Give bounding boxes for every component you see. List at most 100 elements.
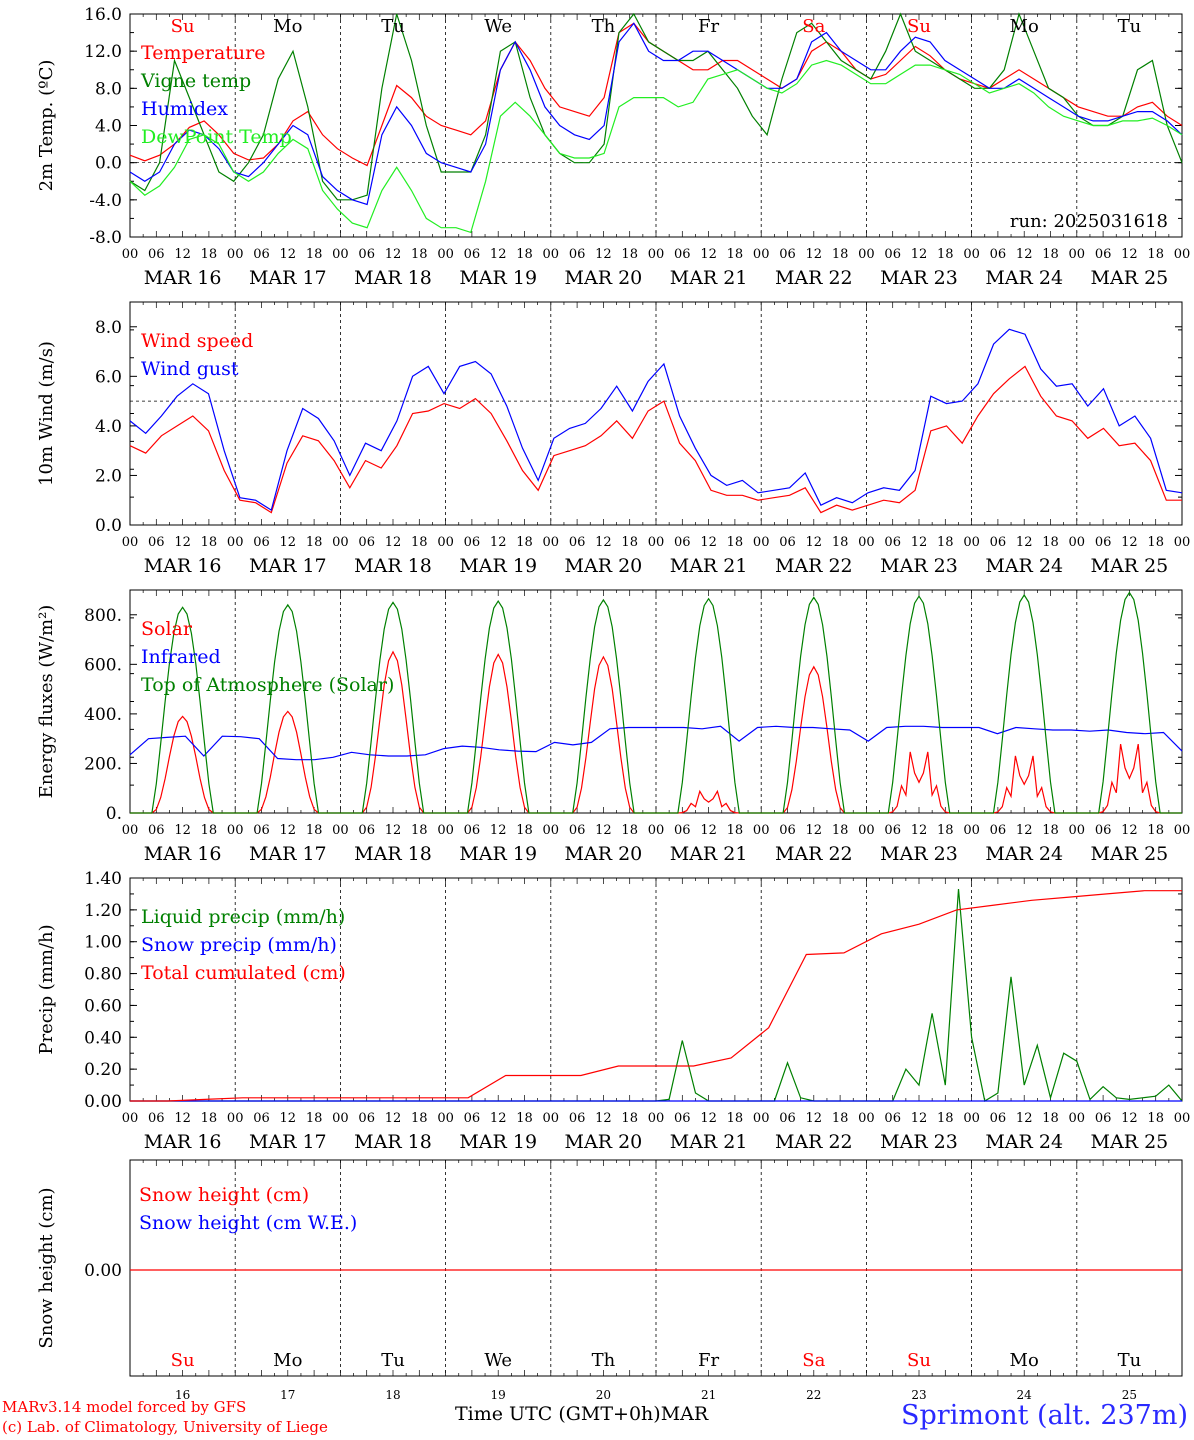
hour-label: 06 [148,247,165,262]
y-tick-label: 1.00 [84,933,122,953]
hour-label: 06 [148,1111,165,1126]
date-label: MAR 16 [144,843,222,865]
date-label: MAR 18 [354,1131,432,1153]
x-axis-title: Time UTC (GMT+0h)MAR [455,1403,708,1425]
hour-label: 06 [1095,1111,1112,1126]
hour-label: 06 [569,535,586,550]
date-label: MAR 22 [775,1131,853,1153]
hour-label: 00 [858,535,875,550]
day-number-label: 24 [1017,1388,1033,1402]
series-line-1 [129,365,1182,514]
hour-label: 00 [543,1111,560,1126]
hour-label: 00 [858,1111,875,1126]
hour-label: 12 [806,247,823,262]
hour-label: 06 [674,535,691,550]
weekday-label-bottom: Tu [381,1350,405,1371]
hour-label: 12 [911,535,928,550]
hour-label: 06 [990,823,1007,838]
hour-label: 06 [569,1111,586,1126]
weekday-label-bottom: Fr [698,1350,719,1371]
hour-label: 12 [1016,823,1033,838]
legend-entry-3: Total cumulated (cm) [141,962,346,984]
hour-label: 00 [332,1111,349,1126]
hour-label: 12 [490,1111,507,1126]
hour-label: 12 [806,1111,823,1126]
y-tick-label: 4.0 [95,117,122,137]
hour-label: 00 [122,247,139,262]
weekday-label-bottom: Th [592,1350,616,1371]
legend-entry-2: Infrared [141,646,221,668]
hour-label: 18 [937,535,954,550]
hour-label: 00 [648,535,665,550]
hour-label: 00 [543,823,560,838]
panel-3 [129,589,1183,814]
date-label: MAR 18 [354,267,432,289]
date-label: MAR 21 [670,267,748,289]
hour-label: 12 [595,823,612,838]
y-tick-label: 4.0 [95,417,122,437]
hour-label: 18 [1042,823,1059,838]
hour-label: 06 [569,823,586,838]
date-label: MAR 19 [459,1131,537,1153]
hour-label: 00 [227,247,244,262]
hour-label: 12 [1121,823,1138,838]
hour-label: 06 [569,247,586,262]
hour-label: 18 [516,535,533,550]
weekday-label-top: Fr [698,16,719,37]
date-label: MAR 25 [1091,1131,1169,1153]
hour-label: 18 [1042,535,1059,550]
hour-label: 06 [358,247,375,262]
y-tick-label: 6.0 [95,367,122,387]
hour-label: 18 [1147,1111,1164,1126]
hour-label: 18 [832,823,849,838]
weekday-label-top: We [484,16,512,37]
panel-frame [129,301,1183,526]
hour-label: 12 [1016,1111,1033,1126]
day-number-label: 16 [175,1388,190,1402]
hour-label: 18 [727,823,744,838]
hour-label: 12 [490,247,507,262]
weekday-label-bottom: Mo [273,1350,302,1371]
hour-label: 12 [595,1111,612,1126]
hour-label: 18 [411,535,428,550]
hour-label: 06 [779,247,796,262]
y-tick-label: 0.40 [84,1028,122,1048]
hour-label: 18 [516,1111,533,1126]
legend-entry-2: Wind gust [141,358,239,380]
panel-1 [129,12,1183,238]
day-number-label: 21 [701,1388,716,1402]
hour-label: 12 [911,1111,928,1126]
hour-label: 00 [753,823,770,838]
series-line-2 [129,328,1183,512]
hour-label: 12 [1121,247,1138,262]
y-tick-label: 400. [84,705,122,725]
panel-2 [129,301,1183,526]
hour-label: 06 [990,535,1007,550]
run-label: run: 2025031618 [1010,211,1168,232]
hour-label: 18 [832,1111,849,1126]
date-label: MAR 25 [1091,267,1169,289]
hour-label: 06 [358,535,375,550]
hour-label: 06 [358,1111,375,1126]
hour-label: 06 [1095,823,1112,838]
y-axis-label: Snow height (cm) [36,1187,57,1348]
hour-label: 18 [1147,247,1164,262]
hour-label: 00 [753,1111,770,1126]
day-number-label: 18 [385,1388,400,1402]
y-axis-label: Precip (mm/h) [36,924,57,1054]
series-line-2 [129,12,1183,201]
y-tick-label: 16.0 [84,5,122,25]
hour-label: 18 [937,247,954,262]
hour-label: 18 [411,1111,428,1126]
y-tick-label: 800. [84,606,122,626]
date-label: MAR 20 [565,843,643,865]
hour-label: 06 [253,1111,270,1126]
hour-label: 06 [674,823,691,838]
hour-label: 06 [674,247,691,262]
y-tick-label: 2.0 [95,466,122,486]
hour-label: 00 [1069,1111,1086,1126]
hour-label: 06 [1095,247,1112,262]
legend-entry-3: Humidex [141,98,228,120]
legend-entry-3: Top of Atmosphere (Solar) [141,674,394,696]
hour-label: 00 [753,535,770,550]
